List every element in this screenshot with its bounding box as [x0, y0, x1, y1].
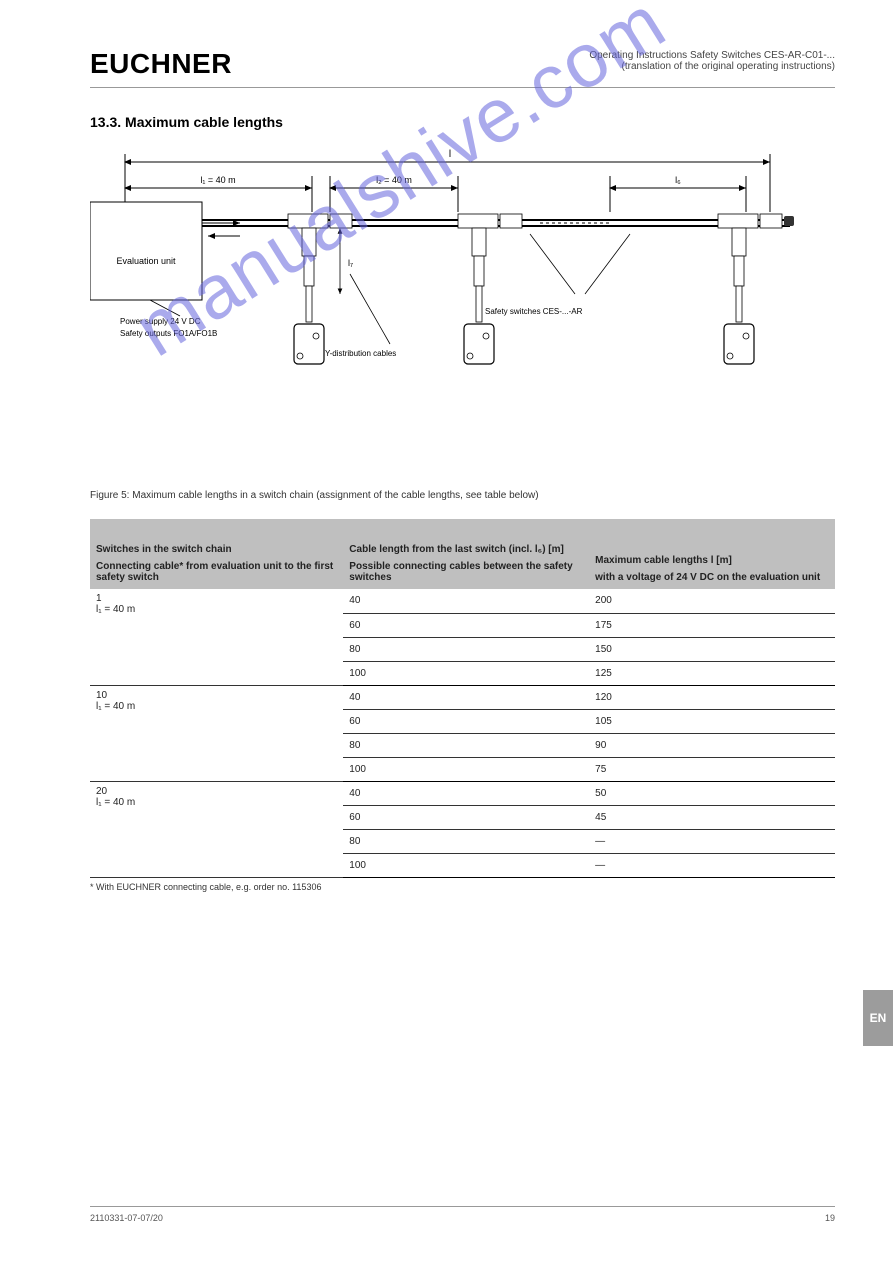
cell-length-from-last: 40 — [343, 781, 589, 805]
cell-length-from-last: 100 — [343, 853, 589, 877]
table-row: 1l₁ = 40 m 40200 — [90, 589, 835, 613]
language-tab-label: EN — [863, 990, 893, 1046]
cell-max-length: 50 — [589, 781, 835, 805]
th-col2-l1: Cable length from the last switch (incl.… — [349, 544, 583, 555]
cell-max-length: 45 — [589, 805, 835, 829]
group-count: 1 — [96, 593, 337, 604]
row-group-label: 10l₁ = 40 m — [90, 685, 343, 781]
figure-caption: Figure 5: Maximum cable lengths in a swi… — [90, 490, 835, 501]
table-row: 10l₁ = 40 m 40120 — [90, 685, 835, 709]
label-switches: Safety switches CES-...-AR — [485, 307, 583, 316]
table-footnote: * With EUCHNER connecting cable, e.g. or… — [90, 882, 835, 892]
cable-length-table: Switches in the switch chain Connecting … — [90, 519, 835, 878]
group-sub: l₁ = 40 m — [96, 701, 337, 712]
cell-max-length: — — [589, 853, 835, 877]
doc-title-sub: (translation of the original operating i… — [622, 61, 835, 72]
label-power-in: Power supply 24 V DC — [120, 317, 201, 326]
label-l1: l₁ = 40 m — [200, 175, 235, 185]
cell-max-length: 90 — [589, 733, 835, 757]
th-col3-l1: Maximum cable lengths l [m] — [595, 555, 829, 566]
cell-max-length: 150 — [589, 637, 835, 661]
cell-length-from-last: 60 — [343, 709, 589, 733]
table-row: 20l₁ = 40 m 4050 — [90, 781, 835, 805]
th-col3-l2: with a voltage of 24 V DC on the evaluat… — [595, 572, 829, 583]
switch-assembly-n — [718, 214, 794, 364]
label-l6: l₆ — [675, 175, 681, 185]
cell-max-length: 75 — [589, 757, 835, 781]
row-group-label: 1l₁ = 40 m — [90, 589, 343, 685]
cell-length-from-last: 60 — [343, 613, 589, 637]
label-l7: l₇ — [348, 258, 353, 268]
table-body: 1l₁ = 40 m40200601758015010012510l₁ = 40… — [90, 589, 835, 877]
label-l: l — [449, 149, 451, 160]
cell-max-length: 175 — [589, 613, 835, 637]
th-col3: Maximum cable lengths l [m] with a volta… — [589, 519, 835, 589]
cell-length-from-last: 80 — [343, 637, 589, 661]
cell-max-length: 125 — [589, 661, 835, 685]
th-col2-l2: Possible connecting cables between the s… — [349, 561, 583, 583]
label-y-cables: Y-distribution cables — [325, 349, 396, 358]
cell-length-from-last: 60 — [343, 805, 589, 829]
section-heading: 13.3. Maximum cable lengths — [90, 114, 835, 130]
group-sub: l₁ = 40 m — [96, 797, 337, 808]
cell-length-from-last: 100 — [343, 757, 589, 781]
group-count: 10 — [96, 690, 337, 701]
language-tab: EN — [863, 990, 893, 1046]
th-col1: Switches in the switch chain Connecting … — [90, 519, 343, 589]
cell-max-length: — — [589, 829, 835, 853]
cell-max-length: 120 — [589, 685, 835, 709]
cell-length-from-last: 80 — [343, 829, 589, 853]
th-col2: Cable length from the last switch (incl.… — [343, 519, 589, 589]
diagram-svg: l l₁ = 40 m l₂ = 40 m l₆ Evaluation unit — [90, 144, 835, 484]
group-count: 20 — [96, 786, 337, 797]
label-power-out: Safety outputs FO1A/FO1B — [120, 329, 217, 338]
cell-length-from-last: 40 — [343, 685, 589, 709]
page: EUCHNER Operating Instructions Safety Sw… — [0, 0, 893, 1263]
label-eval-unit: Evaluation unit — [116, 256, 176, 266]
cable-diagram: l l₁ = 40 m l₂ = 40 m l₆ Evaluation unit — [90, 144, 835, 484]
cell-length-from-last: 80 — [343, 733, 589, 757]
cell-max-length: 105 — [589, 709, 835, 733]
page-footer: 2110331-07-07/20 19 — [90, 1206, 835, 1223]
th-col1-l2: Connecting cable* from evaluation unit t… — [96, 561, 337, 583]
cell-length-from-last: 40 — [343, 589, 589, 613]
doc-title-main: Operating Instructions Safety Switches C… — [589, 50, 835, 61]
cell-max-length: 200 — [589, 589, 835, 613]
group-sub: l₁ = 40 m — [96, 604, 337, 615]
doc-title: Operating Instructions Safety Switches C… — [589, 50, 835, 72]
page-header: EUCHNER Operating Instructions Safety Sw… — [90, 48, 835, 88]
switch-assembly-1 — [288, 214, 352, 364]
switch-assembly-2 — [458, 214, 522, 364]
th-col1-l1: Switches in the switch chain — [96, 544, 337, 555]
footer-right: 19 — [825, 1213, 835, 1223]
row-group-label: 20l₁ = 40 m — [90, 781, 343, 877]
cell-length-from-last: 100 — [343, 661, 589, 685]
label-l2: l₂ = 40 m — [376, 175, 412, 185]
footer-left: 2110331-07-07/20 — [90, 1213, 163, 1223]
